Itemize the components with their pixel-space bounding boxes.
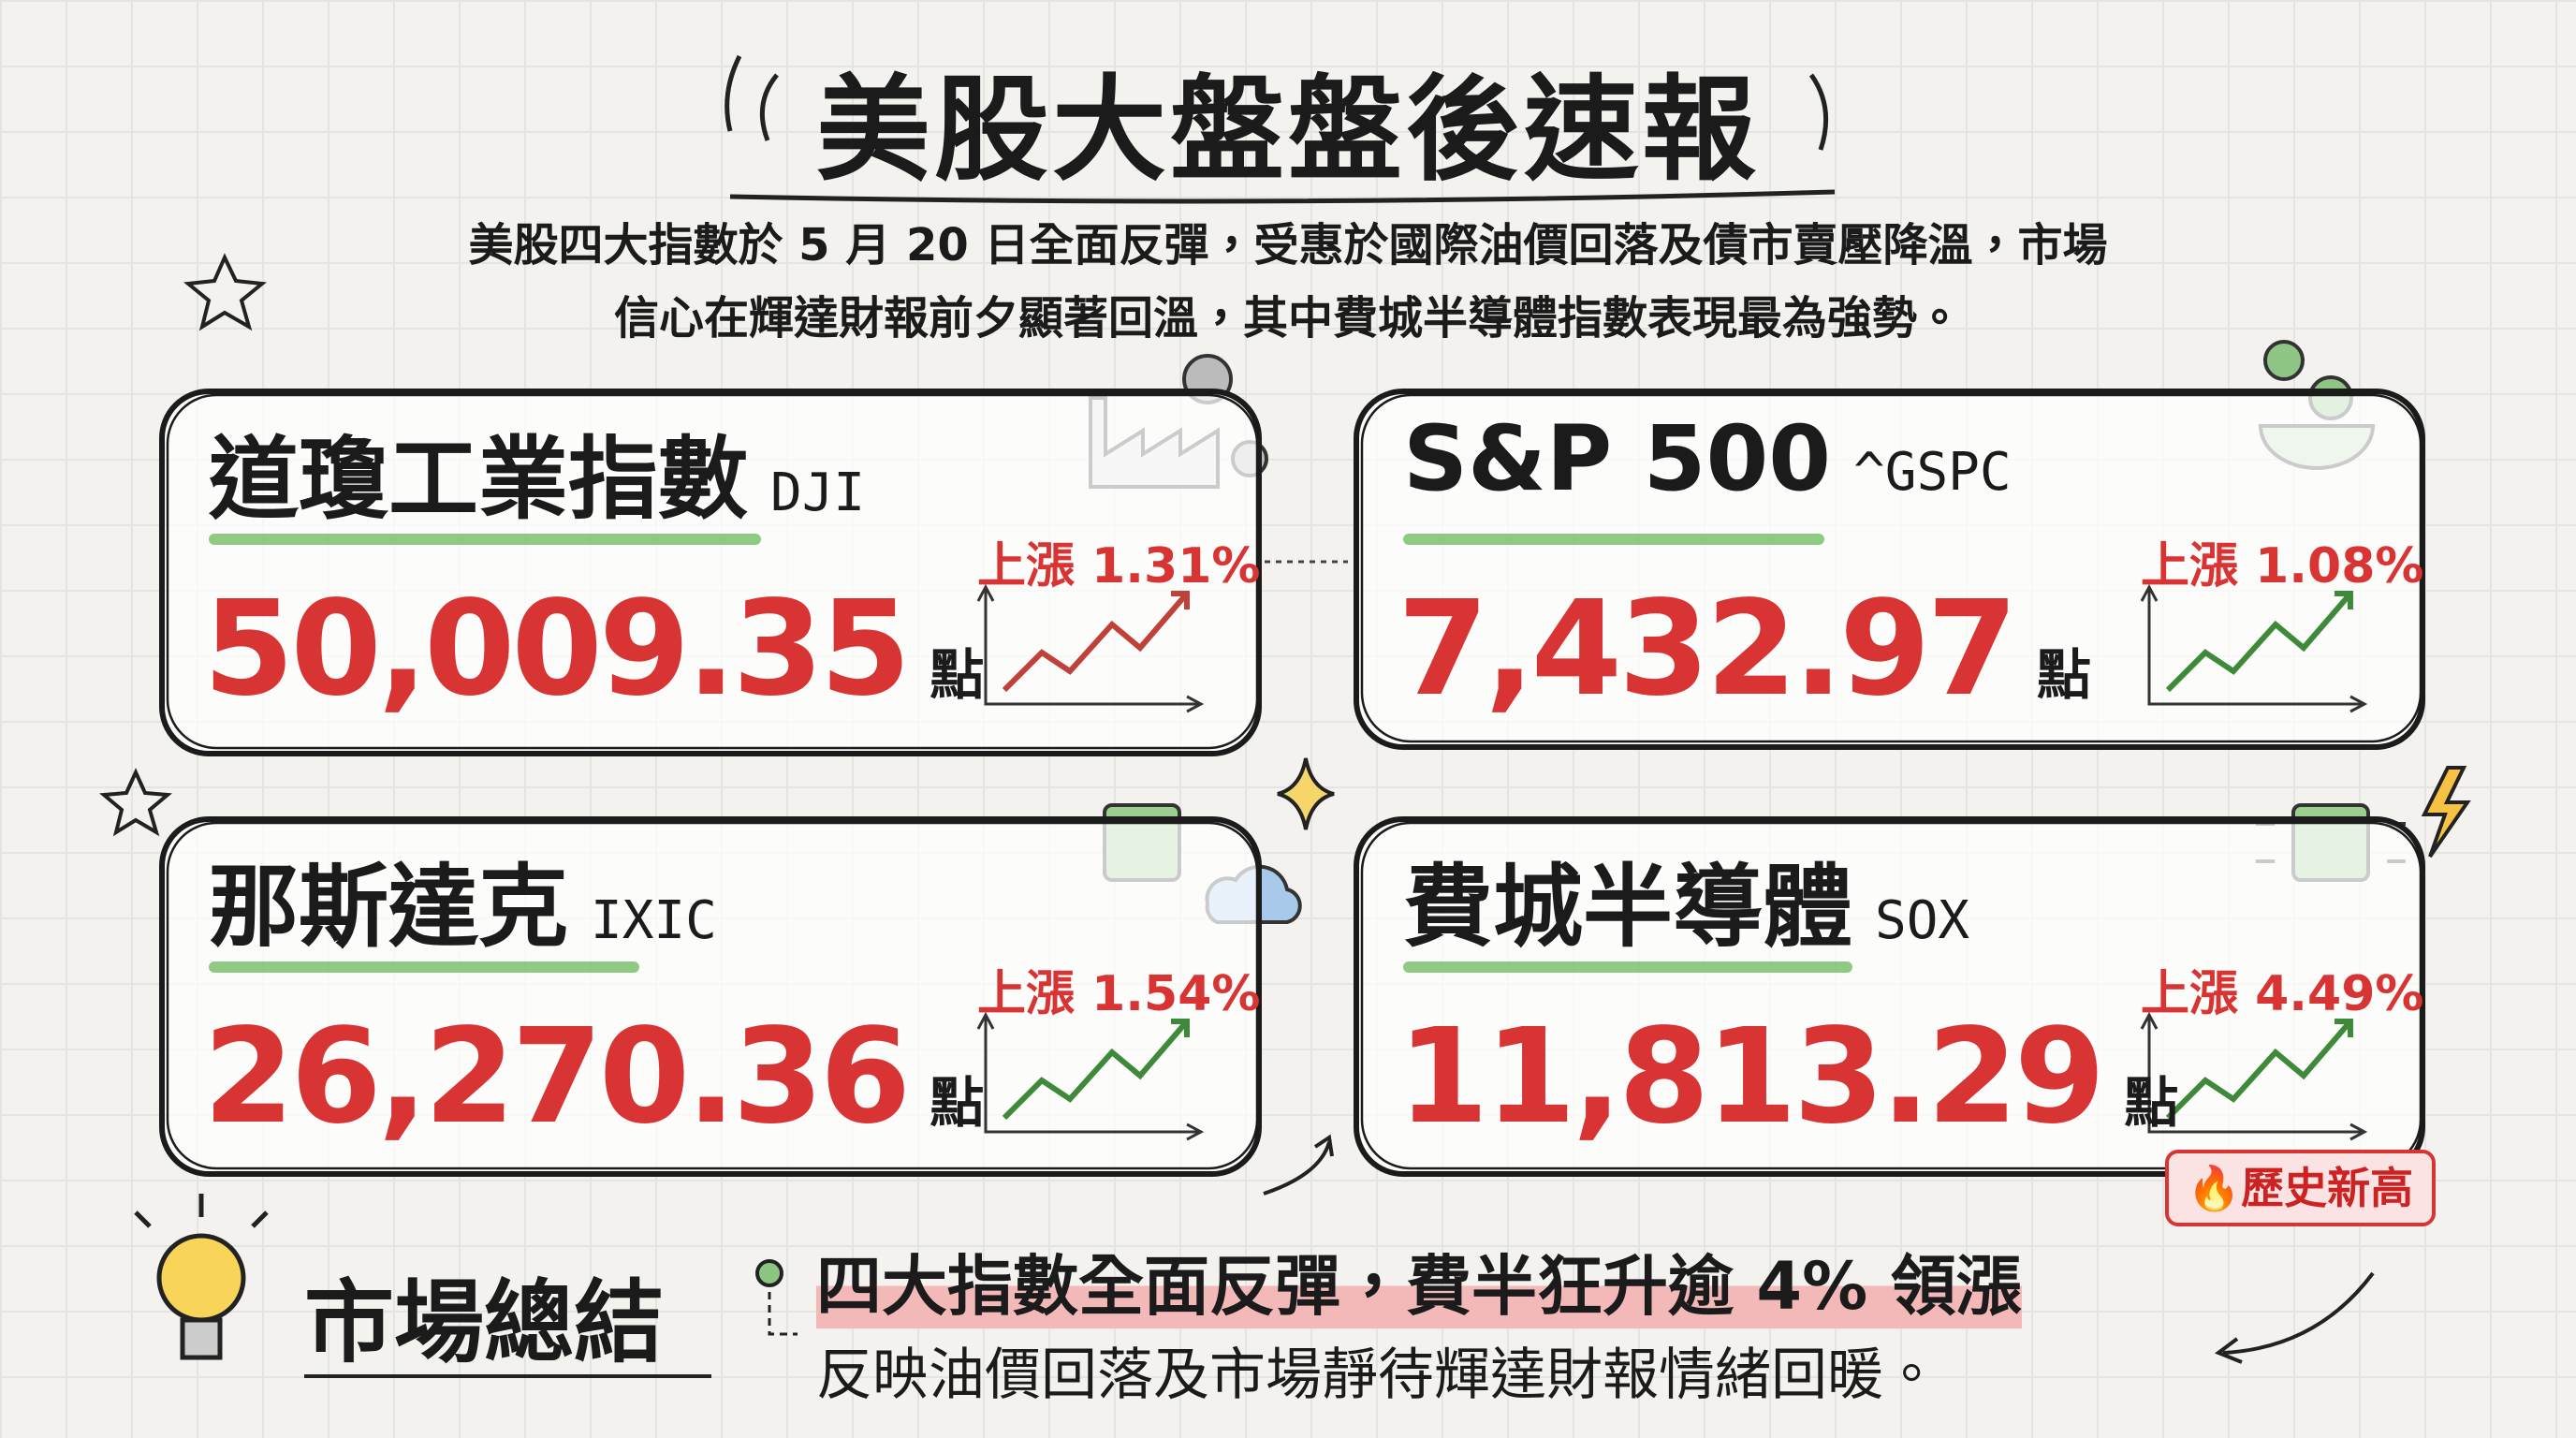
- value-row: 26,270.36 點: [203, 1001, 984, 1153]
- summary-label: 市場總結: [304, 1270, 664, 1375]
- index-value: 11,813.29: [1398, 1001, 2105, 1153]
- value-row: 11,813.29 點: [1398, 1001, 2178, 1153]
- value-row: 7,432.97 點: [1398, 573, 2091, 726]
- card-frame: [1354, 389, 2425, 750]
- title: 美股大盤盤後速報: [816, 64, 1760, 197]
- summary-detail: 反映油價回落及市場靜待輝達財報情緒回暖。: [816, 1343, 1939, 1408]
- summary-headline: 四大指數全面反彈，費半狂升逾 4% 領漲: [816, 1234, 2022, 1328]
- name-underline: [1403, 534, 1824, 545]
- card-frame: [159, 389, 1262, 756]
- index-name: 道瓊工業指數 DJI: [209, 427, 866, 532]
- index-value: 50,009.35: [203, 573, 911, 726]
- index-card: 那斯達克 IXIC 26,270.36 點 上漲 1.54%: [156, 814, 1265, 1180]
- value-unit: 點: [2036, 643, 2091, 707]
- name-underline: [1403, 961, 1852, 973]
- intro-line: 美股四大指數於 5 月 20 日全面反彈，受惠於國際油價回落及債市賣壓降溫，市場: [468, 219, 2108, 271]
- index-name: S&P 500 ^GSPC: [1403, 406, 2012, 511]
- index-code: ^GSPC: [1853, 442, 2012, 503]
- index-card: S&P 500 ^GSPC 7,432.97 點上漲 1.08%: [1351, 386, 2428, 753]
- index-card: 費城半導體 SOX 11,813.29 點 上漲 4.49%: [1351, 814, 2428, 1180]
- value-row: 50,009.35 點: [203, 573, 984, 726]
- index-name: 那斯達克 IXIC: [209, 855, 717, 960]
- change-label: 上漲 1.31%: [977, 538, 1261, 594]
- card-frame: [1354, 816, 2425, 1177]
- change-label: 上漲 1.54%: [977, 966, 1261, 1022]
- change-label: 上漲 1.08%: [2141, 538, 2424, 594]
- index-name: 費城半導體 SOX: [1403, 855, 1970, 960]
- index-value: 7,432.97: [1398, 573, 2018, 726]
- record-badge: 🔥歷史新高: [2165, 1150, 2436, 1226]
- change-label: 上漲 4.49%: [2141, 966, 2424, 1022]
- index-code: SOX: [1875, 890, 1970, 951]
- value-unit: 點: [929, 1071, 985, 1135]
- index-card: 道瓊工業指數 DJI 50,009.35 點 上漲 1.31%: [156, 386, 1265, 759]
- name-underline: [209, 961, 639, 973]
- intro-line: 信心在輝達財報前夕顯著回溫，其中費城半導體指數表現最為強勢。: [613, 292, 1962, 345]
- index-code: DJI: [770, 462, 866, 523]
- value-unit: 點: [2124, 1071, 2179, 1135]
- name-underline: [209, 534, 761, 545]
- value-unit: 點: [929, 643, 985, 707]
- card-frame: [159, 816, 1262, 1177]
- index-value: 26,270.36: [203, 1001, 911, 1153]
- index-code: IXIC: [591, 890, 717, 951]
